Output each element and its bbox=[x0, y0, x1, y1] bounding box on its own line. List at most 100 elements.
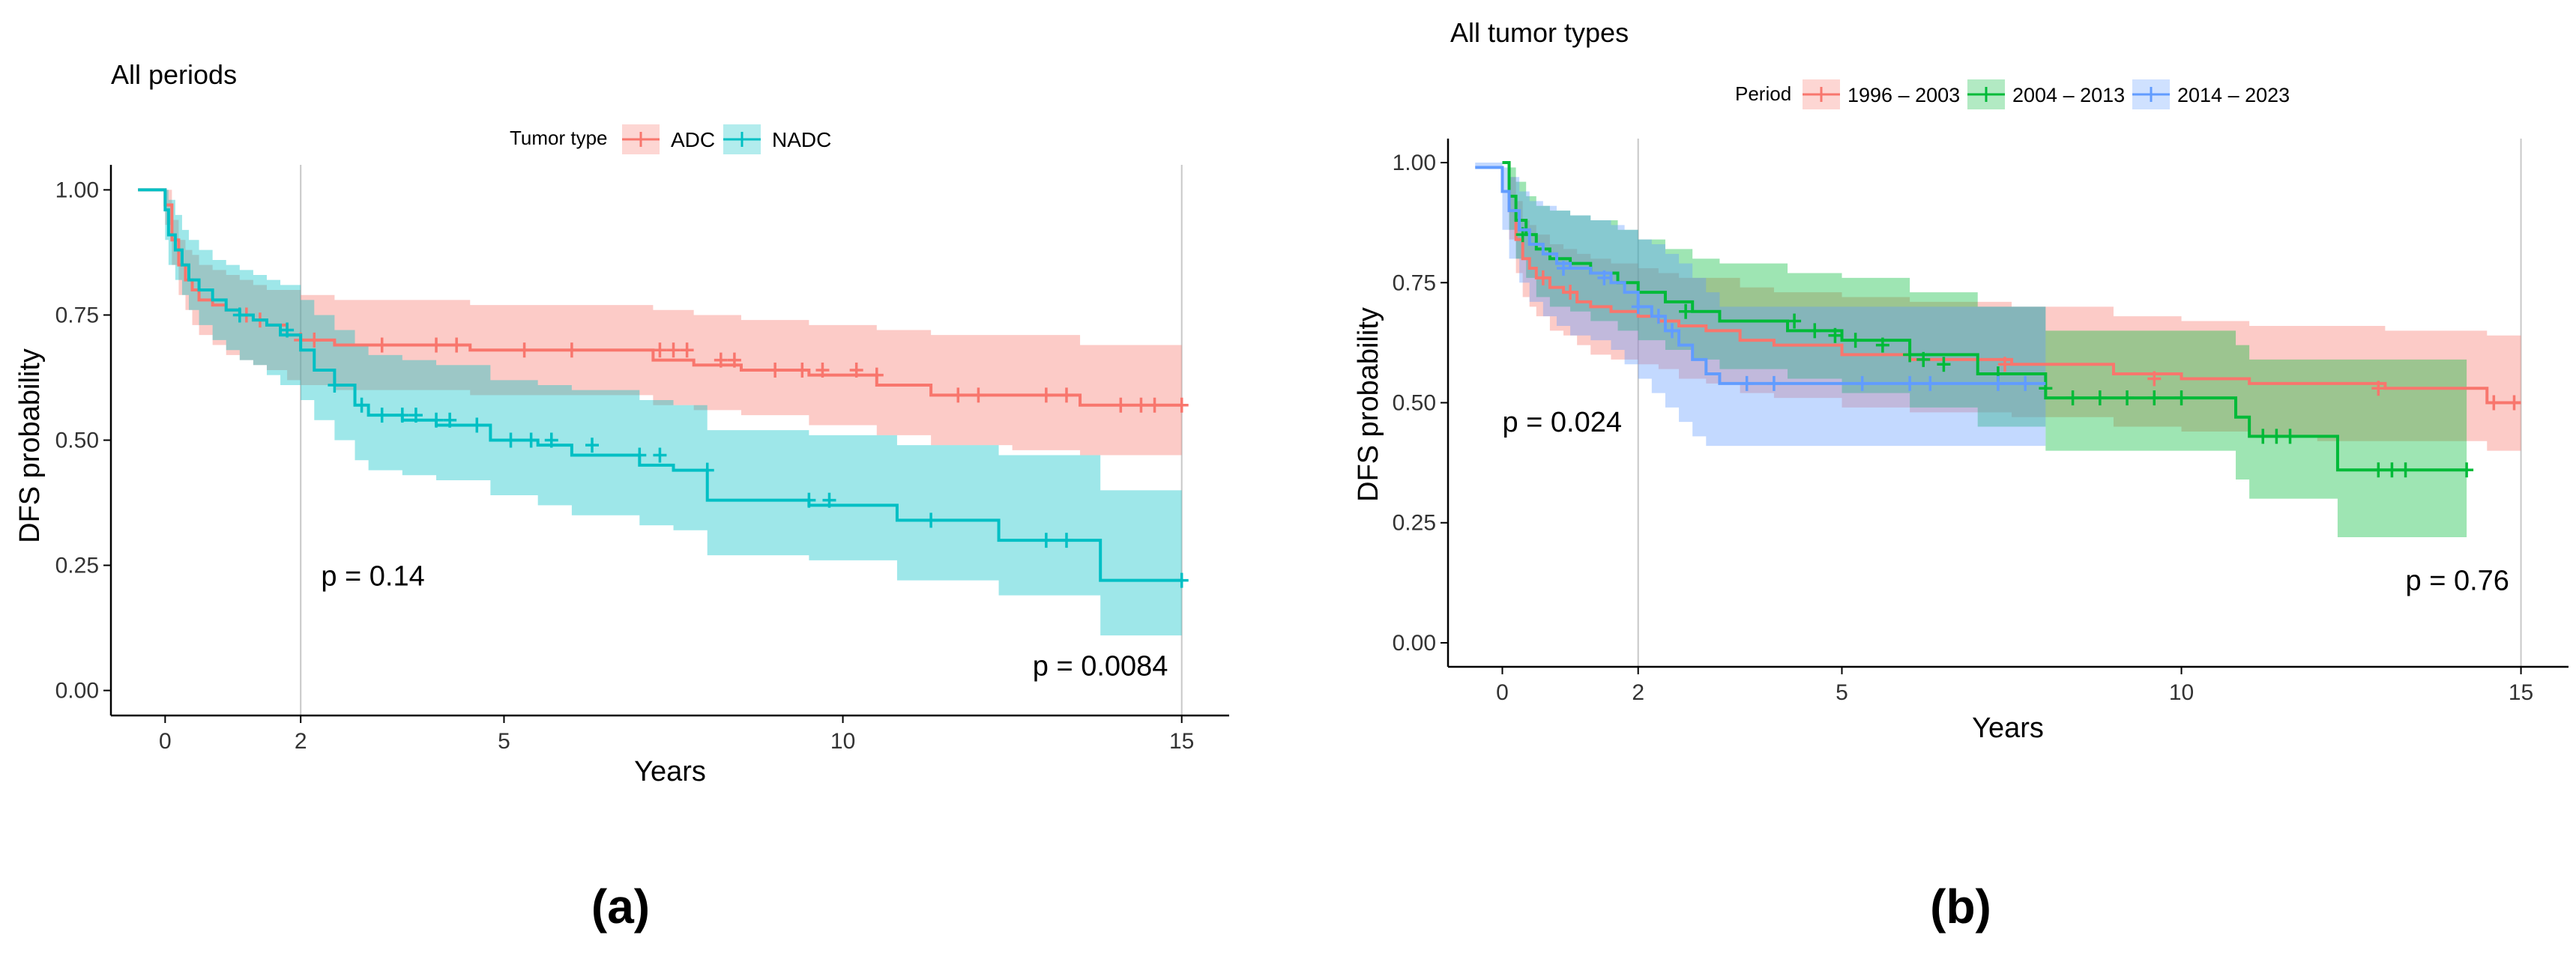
censor-mark bbox=[1740, 375, 1754, 391]
censor-mark bbox=[2460, 462, 2474, 478]
censor-mark bbox=[564, 342, 579, 358]
y-tick-label: 0.75 bbox=[55, 303, 99, 327]
legend-label-2004: 2004 – 2013 bbox=[2012, 84, 2125, 106]
censor-mark bbox=[700, 462, 714, 478]
censor-mark bbox=[1875, 337, 1889, 353]
censor-mark bbox=[450, 337, 464, 353]
y-tick-label: 0.50 bbox=[1393, 391, 1436, 416]
legend-label-nadc: NADC bbox=[772, 128, 831, 151]
censor-mark bbox=[2507, 395, 2521, 411]
y-tick-label: 0.25 bbox=[55, 554, 99, 578]
censor-mark bbox=[1855, 375, 1869, 391]
y-axis-label: DFS probability bbox=[1353, 307, 1384, 502]
censor-mark bbox=[2371, 381, 2386, 396]
censor-mark bbox=[280, 322, 295, 338]
p-value-annotation: p = 0.14 bbox=[321, 560, 424, 592]
censor-mark bbox=[517, 342, 531, 358]
survival-line-2 bbox=[1475, 166, 2046, 385]
censor-mark bbox=[443, 412, 457, 428]
censor-mark bbox=[2093, 390, 2107, 406]
x-tick-label: 0 bbox=[1496, 680, 1509, 705]
censor-mark bbox=[2147, 371, 2162, 387]
y-tick-label: 0.00 bbox=[55, 679, 99, 704]
censor-mark bbox=[714, 352, 728, 368]
censor-mark bbox=[1997, 357, 2012, 372]
x-tick-label: 2 bbox=[1632, 680, 1644, 705]
plot-area: p = 0.14 p = 0.0084 bbox=[138, 165, 1189, 716]
censor-mark bbox=[849, 362, 863, 378]
survival-line-0 bbox=[1502, 161, 2521, 405]
censor-mark bbox=[2398, 462, 2413, 478]
censor-mark bbox=[822, 492, 836, 508]
censor-mark bbox=[971, 387, 986, 403]
y-axis-label: DFS probability bbox=[14, 348, 46, 543]
censor-mark bbox=[1174, 572, 1189, 588]
x-tick-label: 0 bbox=[159, 729, 172, 754]
censor-mark bbox=[1536, 270, 1550, 285]
censor-mark bbox=[2066, 390, 2080, 406]
p-value-annotation: p = 0.76 bbox=[2406, 565, 2509, 596]
censor-mark bbox=[355, 397, 369, 413]
censor-mark bbox=[429, 412, 444, 428]
x-tick-label: 10 bbox=[2169, 680, 2194, 705]
legend: Tumor type ADC NADC bbox=[510, 124, 831, 154]
x-tick-label: 15 bbox=[2509, 680, 2533, 705]
axes: 0 2 5 10 15 0.00 0.25 0.50 0.75 1.00 bbox=[55, 178, 1195, 754]
censor-mark bbox=[524, 432, 538, 448]
legend-label-adc: ADC bbox=[671, 128, 715, 151]
censor-mark bbox=[951, 387, 965, 403]
legend-title: Period bbox=[1735, 82, 1791, 105]
censor-mark bbox=[2371, 462, 2386, 478]
censor-mark bbox=[2147, 390, 2162, 406]
censor-mark bbox=[1916, 351, 1931, 367]
censor-mark bbox=[795, 362, 809, 378]
censor-mark bbox=[2120, 390, 2135, 406]
confidence-band-2 bbox=[1475, 163, 2046, 447]
y-tick-label: 0.25 bbox=[1393, 511, 1436, 536]
plot-area: p = 0.024 p = 0.76 bbox=[1475, 139, 2522, 667]
confidence-band-0 bbox=[1502, 163, 2521, 451]
censor-mark bbox=[1039, 533, 1053, 548]
chart-title: All periods bbox=[111, 59, 237, 90]
confidence-band-0 bbox=[138, 190, 1182, 456]
caption-b: (b) bbox=[1930, 880, 1991, 934]
censor-mark bbox=[328, 378, 342, 393]
censor-mark bbox=[544, 432, 558, 448]
censor-mark bbox=[1114, 397, 1128, 413]
censor-mark bbox=[2283, 429, 2297, 444]
censor-mark bbox=[1903, 347, 1917, 363]
censor-mark bbox=[2174, 390, 2189, 406]
censor-mark bbox=[1631, 299, 1645, 315]
censor-mark bbox=[2385, 462, 2399, 478]
censor-mark bbox=[802, 492, 816, 508]
y-tick-label: 0.00 bbox=[1393, 631, 1436, 656]
x-tick-label: 5 bbox=[1836, 680, 1848, 705]
p-value-annotation: p = 0.024 bbox=[1502, 407, 1622, 438]
censor-mark bbox=[585, 438, 600, 453]
panel-a: All periods Tumor type ADC NADC p = 0.14… bbox=[14, 59, 1229, 934]
censor-mark bbox=[307, 332, 322, 348]
censor-mark bbox=[1665, 323, 1679, 339]
censor-mark bbox=[2256, 429, 2270, 444]
censor-mark bbox=[1767, 375, 1781, 391]
censor-mark bbox=[408, 408, 423, 423]
censor-mark bbox=[1597, 270, 1611, 285]
censor-mark bbox=[633, 447, 647, 463]
x-tick-label: 5 bbox=[498, 729, 510, 754]
legend: Period 1996 – 2003 2004 – 2013 2014 – 20… bbox=[1735, 79, 2290, 109]
censor-mark bbox=[1937, 357, 1951, 372]
censor-mark bbox=[727, 352, 741, 368]
censor-mark bbox=[232, 307, 247, 323]
axes: 0 2 5 10 15 0.00 0.25 0.50 0.75 1.00 bbox=[1393, 151, 2534, 705]
censor-mark bbox=[2269, 429, 2284, 444]
censor-mark bbox=[653, 447, 667, 463]
legend-label-2014: 2014 – 2023 bbox=[2177, 84, 2290, 106]
confidence-band-1 bbox=[138, 190, 1182, 636]
confidence-band-1 bbox=[1502, 163, 2467, 537]
caption-a: (a) bbox=[591, 880, 650, 934]
p-value-annotation: p = 0.0084 bbox=[1033, 651, 1168, 683]
censor-mark bbox=[680, 342, 694, 358]
censor-mark bbox=[1059, 533, 1073, 548]
censor-mark bbox=[869, 367, 884, 383]
